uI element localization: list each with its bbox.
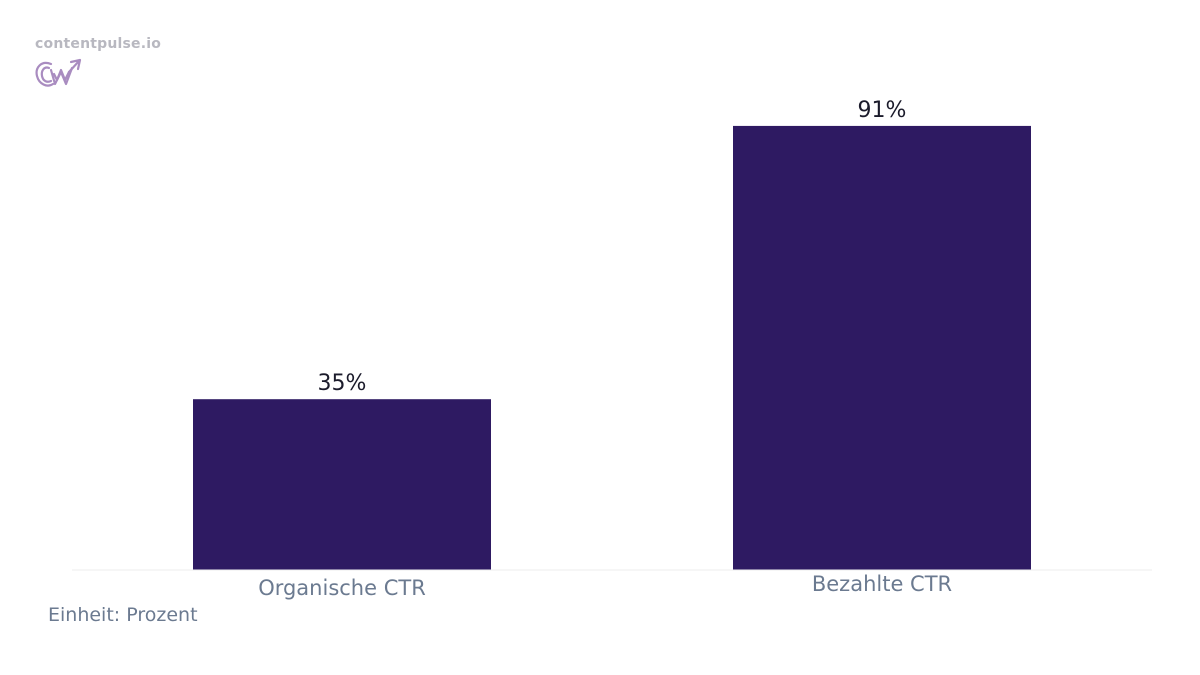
- bar-2: [733, 125, 1031, 571]
- brand-name: contentpulse.io: [35, 36, 162, 52]
- cw-growth-logo-icon: [35, 58, 82, 87]
- bar-1: [193, 399, 491, 570]
- value-label-2: 91%: [858, 98, 907, 123]
- value-label-1: 35%: [318, 371, 367, 396]
- brand: contentpulse.io: [35, 36, 161, 90]
- unit-note: Einheit: Prozent: [48, 604, 198, 626]
- category-label-2: Bezahlte CTR: [812, 572, 952, 596]
- category-label-1: Organische CTR: [258, 576, 426, 600]
